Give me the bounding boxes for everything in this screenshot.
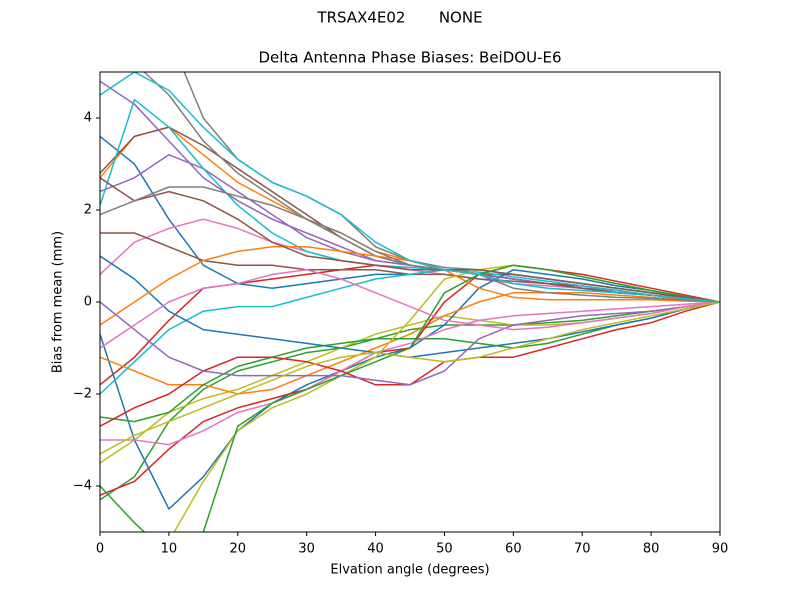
series-line bbox=[100, 301, 720, 455]
y-tick-label: −2 bbox=[73, 387, 92, 402]
series-line bbox=[100, 177, 720, 303]
series-line bbox=[100, 301, 720, 501]
x-tick-label: 50 bbox=[436, 542, 453, 557]
x-tick-label: 70 bbox=[574, 542, 591, 557]
chart-title: Delta Antenna Phase Biases: BeiDOU-E6 bbox=[259, 49, 562, 67]
y-tick-label: 0 bbox=[84, 295, 92, 310]
series-line bbox=[100, 264, 720, 532]
x-axis-label: Elvation angle (degrees) bbox=[330, 563, 489, 578]
series-line bbox=[100, 269, 720, 349]
y-axis-label: Bias from mean (mm) bbox=[51, 231, 66, 373]
x-tick-label: 20 bbox=[230, 542, 247, 557]
series-line bbox=[100, 72, 720, 303]
x-tick-label: 60 bbox=[505, 542, 522, 557]
series-line bbox=[100, 186, 720, 303]
x-tick-label: 10 bbox=[161, 542, 178, 557]
x-tick-label: 30 bbox=[298, 542, 315, 557]
series-line bbox=[100, 301, 720, 446]
series-line bbox=[100, 301, 720, 386]
suptitle: TRSAX4E02 NONE bbox=[316, 9, 482, 27]
y-tick-label: 2 bbox=[84, 203, 92, 218]
x-tick-label: 0 bbox=[96, 542, 104, 557]
x-tick-label: 40 bbox=[367, 542, 384, 557]
plot-area bbox=[100, 72, 720, 532]
x-tick-label: 90 bbox=[712, 542, 729, 557]
x-tick-label: 80 bbox=[643, 542, 660, 557]
y-tick-label: 4 bbox=[84, 111, 92, 126]
y-tick-label: −4 bbox=[73, 479, 92, 494]
series-line bbox=[100, 98, 720, 303]
